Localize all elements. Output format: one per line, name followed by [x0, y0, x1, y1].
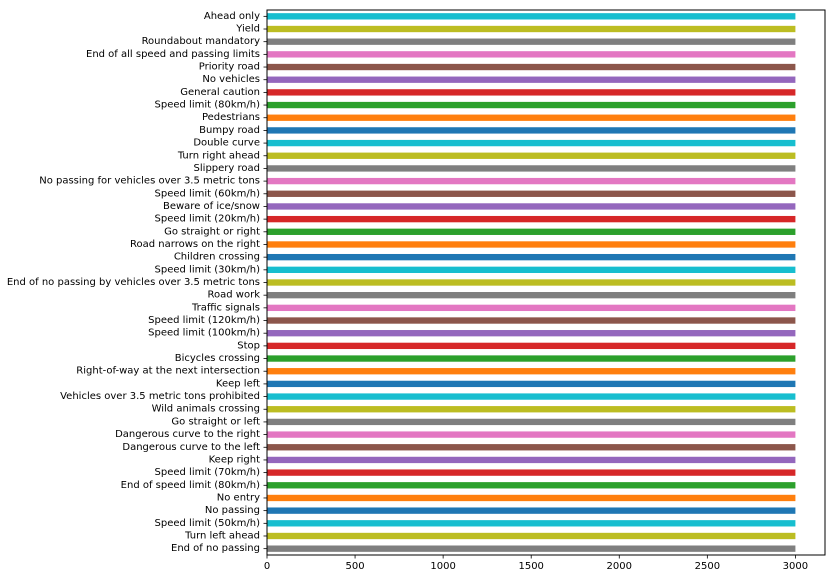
category-label: Vehicles over 3.5 metric tons prohibited [60, 391, 260, 402]
bar [267, 253, 796, 261]
category-label: Keep right [209, 454, 260, 465]
category-label: End of all speed and passing limits [86, 49, 260, 60]
bar [267, 456, 796, 464]
bars [267, 13, 796, 552]
bar [267, 482, 796, 489]
bar [267, 304, 796, 312]
category-label: Speed limit (20km/h) [155, 214, 261, 225]
category-label: Double curve [193, 138, 260, 149]
bar [267, 114, 796, 121]
x-tick-label: 2000 [607, 561, 632, 572]
bar [267, 380, 796, 388]
bar [267, 355, 796, 362]
bar [267, 444, 796, 451]
bar [267, 330, 796, 337]
bar [267, 25, 796, 33]
bar [267, 431, 796, 438]
category-label: Speed limit (50km/h) [155, 518, 261, 529]
bar [267, 418, 796, 426]
x-axis-ticks: 0 500 1000 1500 2000 2500 3000 [264, 555, 808, 572]
bar [267, 38, 796, 45]
category-label: End of speed limit (80km/h) [121, 480, 260, 491]
category-label: End of no passing [171, 543, 260, 554]
category-label: Children crossing [174, 252, 260, 263]
bar [267, 228, 796, 235]
bar [267, 241, 796, 248]
category-label: Speed limit (60km/h) [155, 188, 261, 199]
category-label: Right-of-way at the next intersection [76, 366, 260, 377]
x-tick-label: 3000 [783, 561, 808, 572]
category-label: Speed limit (80km/h) [155, 100, 261, 111]
bar [267, 507, 796, 514]
category-label: Traffic signals [191, 302, 260, 313]
x-tick-label: 0 [264, 561, 270, 572]
category-label: Speed limit (70km/h) [155, 467, 261, 478]
category-label: Bicycles crossing [175, 353, 260, 364]
bar [267, 266, 796, 273]
x-tick-label: 500 [346, 561, 365, 572]
category-label: Slippery road [194, 163, 260, 174]
bar [267, 76, 796, 83]
category-label: Pedestrians [202, 112, 260, 123]
category-label: Ahead only [204, 11, 260, 22]
category-label: Go straight or right [164, 226, 260, 237]
category-label: Stop [237, 340, 260, 351]
bar [267, 215, 796, 223]
category-label: Road work [208, 290, 261, 301]
category-label: Road narrows on the right [130, 239, 260, 250]
category-label: Go straight or left [171, 416, 260, 427]
category-label: End of no passing by vehicles over 3.5 m… [7, 277, 260, 288]
category-label: Turn left ahead [184, 530, 260, 541]
bar [267, 89, 796, 96]
bar [267, 152, 796, 159]
category-label: No entry [217, 492, 260, 503]
bar [267, 139, 796, 147]
category-label: Speed limit (100km/h) [148, 328, 260, 339]
bar [267, 165, 796, 172]
bar [267, 342, 796, 350]
category-label: No vehicles [202, 74, 260, 85]
x-tick-label: 2500 [695, 561, 720, 572]
bar [267, 520, 796, 527]
bar [267, 469, 796, 476]
bar [267, 101, 796, 109]
bar [267, 406, 796, 413]
x-tick-label: 1500 [518, 561, 543, 572]
category-label: Yield [235, 24, 260, 35]
bar [267, 368, 796, 375]
category-label: Speed limit (120km/h) [148, 315, 260, 326]
category-label: No passing for vehicles over 3.5 metric … [39, 176, 260, 187]
bar [267, 203, 796, 210]
category-label: Turn right ahead [177, 150, 260, 161]
bar [267, 317, 796, 324]
plot-frame [266, 9, 826, 556]
category-label: General caution [180, 87, 260, 98]
bar [267, 13, 796, 20]
bar [267, 51, 796, 58]
bar [267, 292, 796, 299]
bar [267, 532, 796, 540]
bar [267, 63, 796, 71]
category-label: Priority road [199, 62, 260, 73]
category-label: Dangerous curve to the left [122, 442, 260, 453]
bar [267, 545, 796, 552]
category-label: Wild animals crossing [152, 404, 260, 415]
category-label: Keep left [216, 378, 260, 389]
bar [267, 494, 796, 502]
bar [267, 177, 796, 185]
category-label: Dangerous curve to the right [115, 429, 260, 440]
x-tick-label: 1000 [430, 561, 455, 572]
category-label: Bumpy road [199, 125, 260, 136]
category-label: No passing [205, 505, 260, 516]
category-label: Speed limit (30km/h) [155, 264, 261, 275]
bar [267, 393, 796, 400]
category-label: Beware of ice/snow [163, 201, 260, 212]
bar [267, 190, 796, 197]
bar [267, 127, 796, 134]
category-label: Roundabout mandatory [142, 36, 261, 47]
bar [267, 279, 796, 286]
